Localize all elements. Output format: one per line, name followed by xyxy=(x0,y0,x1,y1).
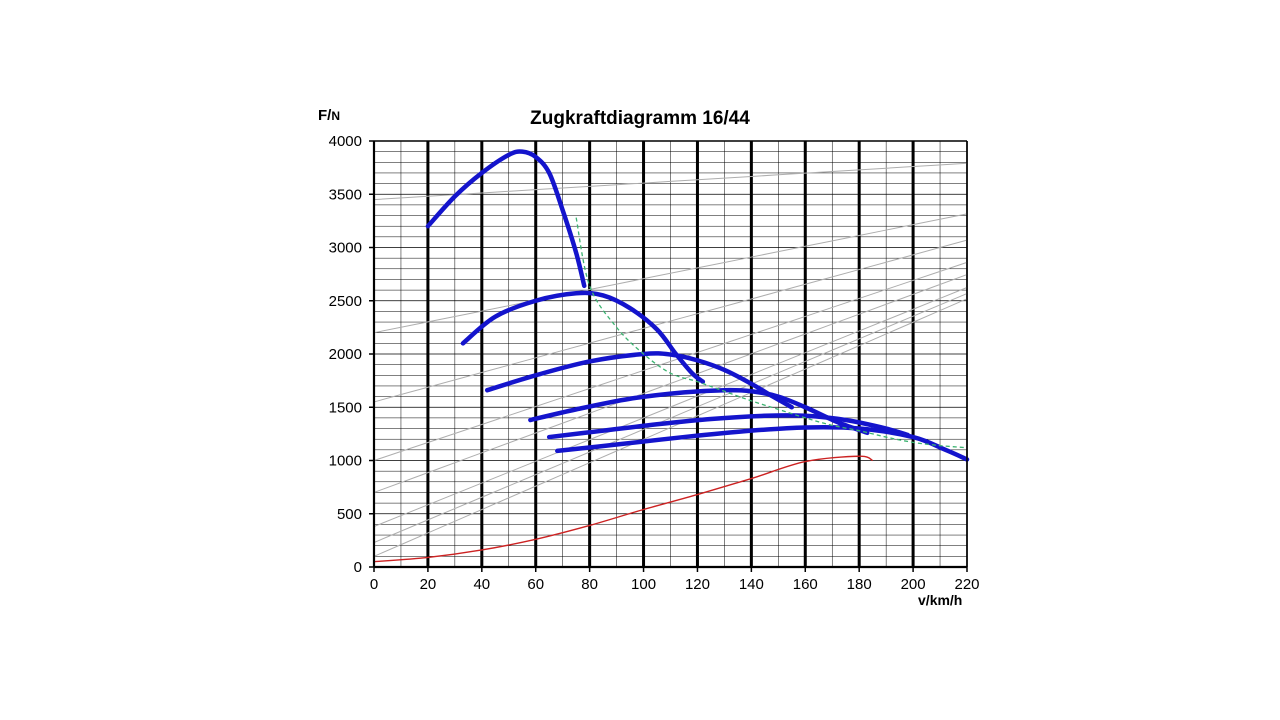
svg-text:140: 140 xyxy=(739,576,764,593)
svg-text:2000: 2000 xyxy=(329,346,362,363)
svg-text:4000: 4000 xyxy=(329,133,362,150)
f-axis-label-group: F/N xyxy=(318,107,340,124)
svg-text:40: 40 xyxy=(473,576,490,593)
svg-text:1500: 1500 xyxy=(329,399,362,416)
svg-text:100: 100 xyxy=(631,576,656,593)
svg-text:0: 0 xyxy=(370,576,378,593)
chart-container: Zugkraftdiagramm 16/44 v/km/h F/N 0 500 10… xyxy=(0,0,1280,720)
svg-text:60: 60 xyxy=(527,576,544,593)
svg-text:1000: 1000 xyxy=(329,453,362,470)
svg-text:0: 0 xyxy=(354,559,362,576)
svg-text:180: 180 xyxy=(847,576,872,593)
svg-text:2500: 2500 xyxy=(329,293,362,310)
plot-svg-area: F/N 0 500 1000 1500 2000 2500 3000 3500 4000 0 20 4… xyxy=(0,0,1280,720)
gear-curve-line xyxy=(463,293,703,382)
svg-text:F/N: F/N xyxy=(318,107,340,124)
gear-curve-line xyxy=(428,151,584,285)
svg-text:3500: 3500 xyxy=(329,186,362,203)
svg-text:20: 20 xyxy=(420,576,437,593)
svg-text:3000: 3000 xyxy=(329,240,362,257)
svg-text:220: 220 xyxy=(954,576,979,593)
svg-text:160: 160 xyxy=(793,576,818,593)
svg-text:80: 80 xyxy=(581,576,598,593)
svg-text:120: 120 xyxy=(685,576,710,593)
svg-text:200: 200 xyxy=(901,576,926,593)
svg-text:500: 500 xyxy=(337,506,362,523)
